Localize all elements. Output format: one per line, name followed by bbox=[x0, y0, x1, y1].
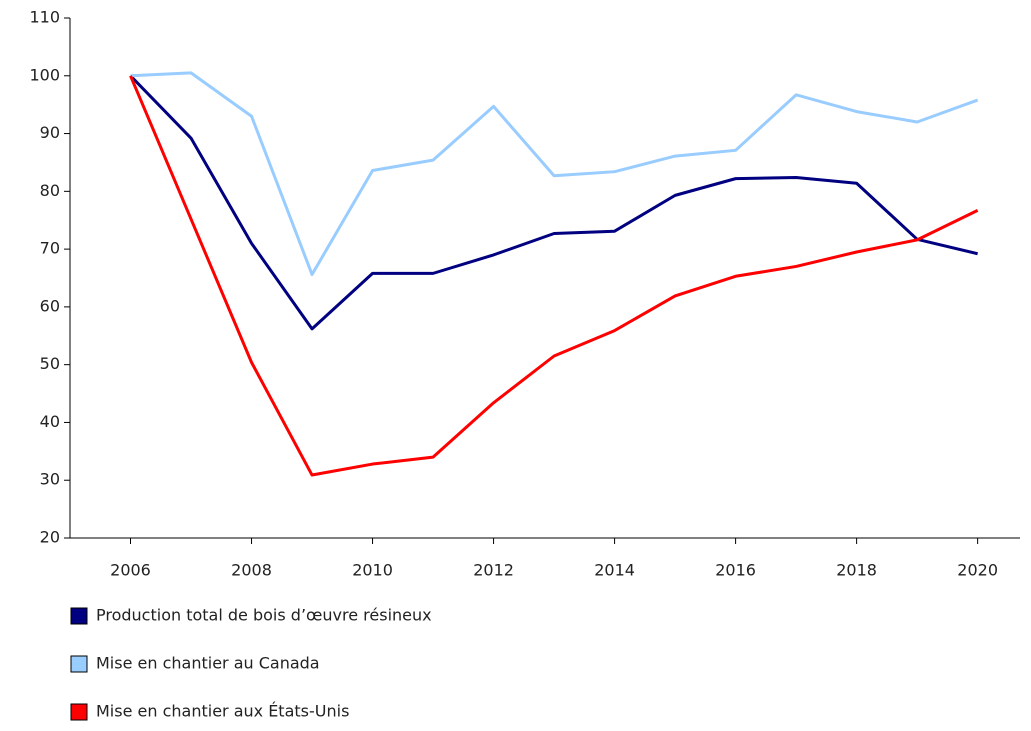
x-tick-label: 2016 bbox=[715, 561, 756, 580]
x-tick-label: 2020 bbox=[957, 561, 998, 580]
y-tick-label: 70 bbox=[40, 239, 60, 258]
data-line bbox=[129, 74, 978, 331]
legend-label: Mise en chantier au Canada bbox=[96, 654, 320, 673]
y-tick-label: 50 bbox=[40, 354, 60, 373]
y-tick-label: 90 bbox=[40, 123, 60, 142]
legend-swatch bbox=[70, 703, 88, 721]
legend-label: Mise en chantier aux États-Unis bbox=[96, 702, 349, 721]
data-line bbox=[130, 71, 979, 277]
legend-label: Production total de bois d’œuvre résineu… bbox=[96, 606, 432, 625]
x-tick-label: 2008 bbox=[231, 561, 272, 580]
x-tick-label: 2014 bbox=[594, 561, 635, 580]
y-tick-label: 60 bbox=[40, 296, 60, 315]
y-tick-label: 30 bbox=[40, 470, 60, 489]
legend-swatch bbox=[70, 655, 88, 673]
y-tick-label: 80 bbox=[40, 181, 60, 200]
y-tick-label: 110 bbox=[29, 8, 60, 27]
x-tick-label: 2006 bbox=[110, 561, 151, 580]
legend-swatch bbox=[70, 607, 88, 625]
data-line bbox=[129, 75, 979, 477]
y-tick-label: 100 bbox=[29, 65, 60, 84]
y-tick-label: 40 bbox=[40, 412, 60, 431]
x-tick-label: 2010 bbox=[352, 561, 393, 580]
y-tick-label: 20 bbox=[40, 528, 60, 547]
x-tick-label: 2012 bbox=[473, 561, 514, 580]
x-tick-label: 2018 bbox=[836, 561, 877, 580]
